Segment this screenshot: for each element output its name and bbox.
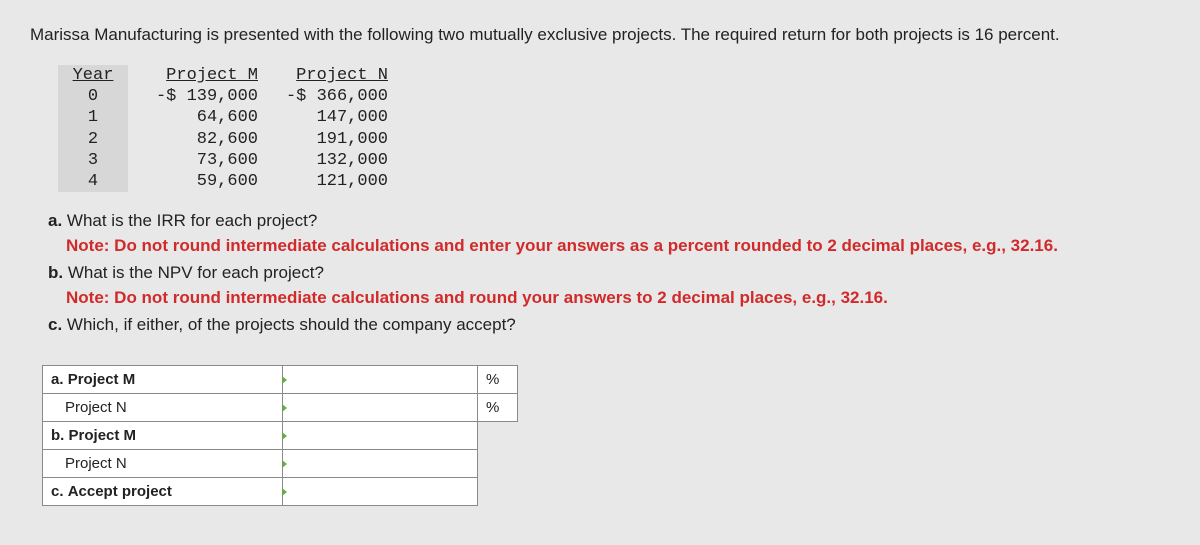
col-header-project-n: Project N (258, 65, 388, 86)
question-b: b. What is the NPV for each project? (48, 262, 1170, 285)
cell-n: -$ 366,000 (258, 86, 388, 107)
cell-year: 3 (58, 150, 128, 171)
cell-m: 64,600 (128, 107, 258, 128)
cell-n: 191,000 (258, 129, 388, 150)
answer-input-cell[interactable] (283, 478, 478, 506)
cashflow-row: 2 82,600 191,000 (58, 129, 388, 150)
answer-unit: % (478, 394, 518, 422)
question-b-text: What is the NPV for each project? (68, 263, 324, 282)
row-label: Project N (51, 399, 127, 416)
cell-year: 2 (58, 129, 128, 150)
answer-row: Project N % (43, 394, 518, 422)
question-c: c. Which, if either, of the projects sho… (48, 314, 1170, 337)
answer-label: a. Project M (43, 366, 283, 394)
input-tick-icon (282, 376, 287, 384)
input-tick-icon (282, 404, 287, 412)
cell-n: 132,000 (258, 150, 388, 171)
cell-m: 59,600 (128, 171, 258, 192)
answer-label: Project N (43, 394, 283, 422)
cell-m: 82,600 (128, 129, 258, 150)
answer-unit (478, 478, 518, 506)
answer-label: Project N (43, 450, 283, 478)
answer-input-cell[interactable] (283, 394, 478, 422)
answer-table: a. Project M % Project N % b. Project M … (42, 365, 518, 506)
cashflow-row: 4 59,600 121,000 (58, 171, 388, 192)
cell-year: 0 (58, 86, 128, 107)
question-c-text: Which, if either, of the projects should… (67, 315, 516, 334)
cell-m: 73,600 (128, 150, 258, 171)
cell-n: 121,000 (258, 171, 388, 192)
input-tick-icon (282, 488, 287, 496)
question-a-note: Note: Do not round intermediate calculat… (66, 235, 1170, 258)
question-a-text: What is the IRR for each project? (67, 211, 317, 230)
cell-n: 147,000 (258, 107, 388, 128)
problem-intro: Marissa Manufacturing is presented with … (30, 24, 1170, 47)
answer-unit (478, 450, 518, 478)
row-label: Project N (51, 455, 127, 472)
answer-unit (478, 422, 518, 450)
cell-m: -$ 139,000 (128, 86, 258, 107)
answer-row: c. Accept project (43, 478, 518, 506)
input-tick-icon (282, 460, 287, 468)
row-label: Project M (68, 371, 136, 388)
answer-input-cell[interactable] (283, 450, 478, 478)
cashflow-row: 0 -$ 139,000 -$ 366,000 (58, 86, 388, 107)
question-list: a. What is the IRR for each project? Not… (30, 210, 1170, 337)
answer-row: a. Project M % (43, 366, 518, 394)
answer-label: c. Accept project (43, 478, 283, 506)
question-a: a. What is the IRR for each project? (48, 210, 1170, 233)
cell-year: 1 (58, 107, 128, 128)
col-header-year: Year (58, 65, 128, 86)
answer-input-cell[interactable] (283, 366, 478, 394)
question-b-note: Note: Do not round intermediate calculat… (66, 287, 1170, 310)
cashflow-row: 1 64,600 147,000 (58, 107, 388, 128)
row-prefix: c. (51, 483, 64, 500)
cashflow-row: 3 73,600 132,000 (58, 150, 388, 171)
cashflow-header-row: Year Project M Project N (58, 65, 388, 86)
answer-row: b. Project M (43, 422, 518, 450)
row-label: Project M (69, 427, 137, 444)
answer-row: Project N (43, 450, 518, 478)
cell-year: 4 (58, 171, 128, 192)
row-label: Accept project (68, 483, 172, 500)
row-prefix: a. (51, 371, 64, 388)
input-tick-icon (282, 432, 287, 440)
answer-label: b. Project M (43, 422, 283, 450)
answer-unit: % (478, 366, 518, 394)
col-header-project-m: Project M (128, 65, 258, 86)
answer-input-cell[interactable] (283, 422, 478, 450)
cashflow-table: Year Project M Project N 0 -$ 139,000 -$… (58, 65, 388, 193)
row-prefix: b. (51, 427, 64, 444)
